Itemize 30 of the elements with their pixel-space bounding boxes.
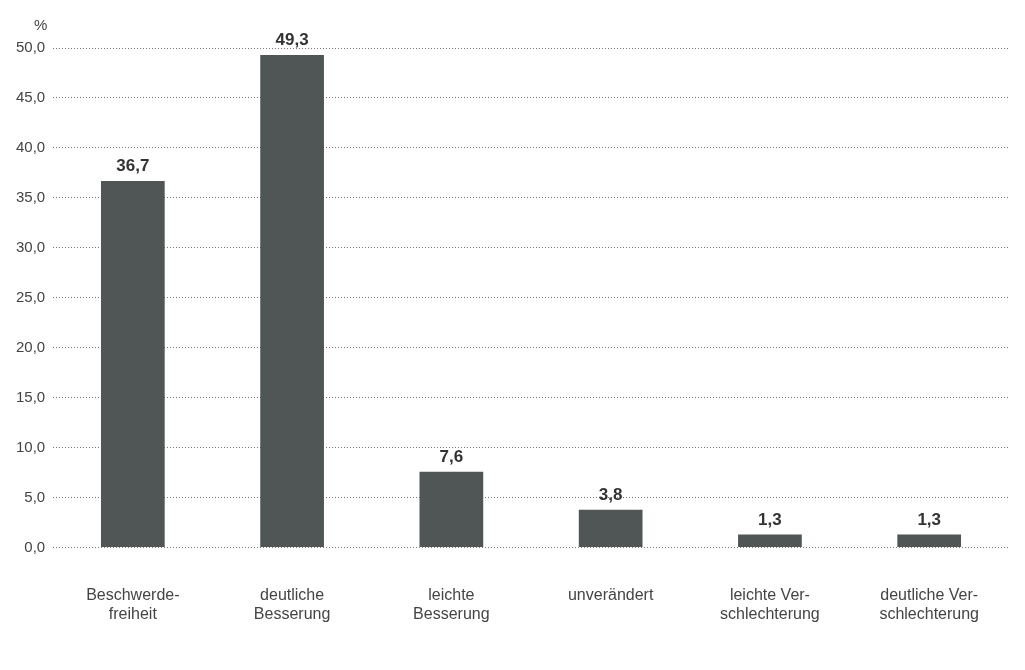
data-label: 1,3	[758, 509, 782, 529]
y-tick-label: 5,0	[24, 487, 46, 505]
x-tick-label: leichte Ver- schlechterung	[720, 585, 820, 622]
y-tick-label: 40,0	[15, 138, 46, 156]
bar	[578, 509, 643, 548]
y-tick-label: 45,0	[15, 88, 46, 106]
x-tick-label: leichte Besserung	[413, 585, 490, 622]
x-tick-label: deutliche Ver- schlechterung	[879, 585, 979, 622]
y-tick-label: 10,0	[15, 437, 46, 455]
bar	[738, 534, 802, 548]
data-label: 1,3	[917, 509, 942, 529]
x-tick-label: Beschwerde- freiheit	[86, 585, 180, 622]
y-tick-label: 35,0	[15, 188, 46, 206]
bar	[897, 534, 962, 548]
bar	[260, 54, 324, 548]
bar	[419, 471, 484, 548]
data-label: 7,6	[439, 446, 464, 466]
y-tick-label: 0,0	[24, 537, 46, 555]
x-tick-label: unverändert	[567, 585, 654, 603]
data-label: 36,7	[116, 156, 150, 176]
data-label: 49,3	[275, 30, 309, 50]
data-label: 3,8	[598, 484, 623, 504]
y-axis-title: %	[34, 16, 48, 34]
y-tick-label: 15,0	[15, 387, 46, 405]
y-tick-label: 25,0	[15, 287, 46, 305]
y-tick-label: 50,0	[15, 38, 46, 56]
bar	[100, 180, 165, 548]
y-tick-label: 20,0	[15, 337, 46, 355]
y-tick-label: 30,0	[15, 237, 46, 255]
x-tick-label: deutliche Besserung	[253, 585, 331, 622]
